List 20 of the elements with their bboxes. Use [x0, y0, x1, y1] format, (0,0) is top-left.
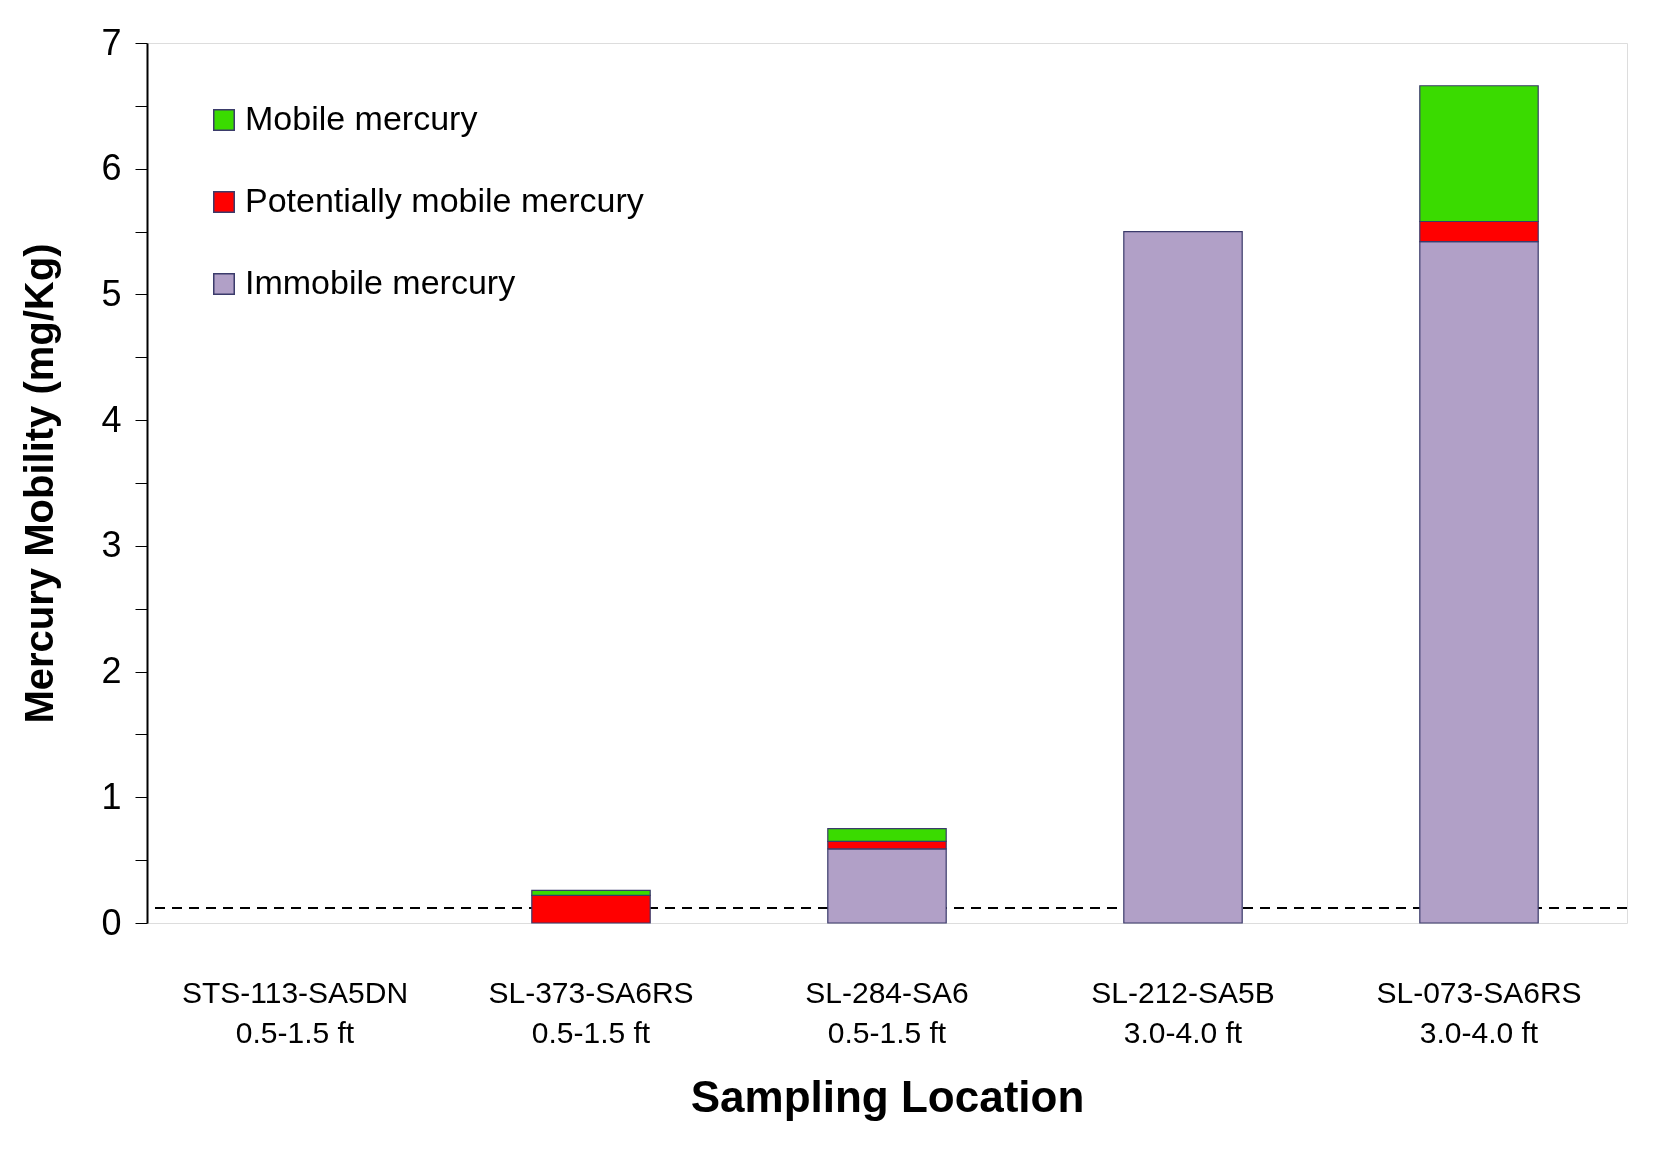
bar: [531, 894, 651, 924]
legend-label: Immobile mercury: [245, 263, 516, 301]
y-axis-title: Mercury Mobility (mg/Kg): [17, 243, 62, 724]
y-tick-label: 5: [101, 272, 122, 314]
x-tick-label: SL-373-SA6RS 0.5-1.5 ft: [488, 975, 694, 1049]
legend-label: Mobile mercury: [245, 99, 478, 137]
x-tick-label: SL-212-SA5B 3.0-4.0 ft: [1091, 975, 1275, 1049]
bar: [1123, 230, 1243, 924]
y-tick-label: 0: [101, 901, 122, 943]
y-tick-label: 4: [101, 398, 122, 440]
y-tick-label: 7: [101, 21, 122, 63]
y-tick-label: 2: [101, 650, 122, 692]
x-axis-title: Sampling Location: [690, 1071, 1085, 1121]
x-tick-label: STS-113-SA5DN 0.5-1.5 ft: [181, 975, 409, 1049]
legend-label: Potentially mobile mercury: [245, 181, 644, 219]
y-tick-label: 3: [101, 524, 122, 566]
x-tick-label: SL-284-SA6 0.5-1.5 ft: [805, 975, 969, 1049]
x-tick-label: SL-073-SA6RS 3.0-4.0 ft: [1376, 975, 1582, 1049]
y-tick-label: 1: [101, 775, 122, 817]
y-tick-label: 6: [101, 147, 122, 189]
